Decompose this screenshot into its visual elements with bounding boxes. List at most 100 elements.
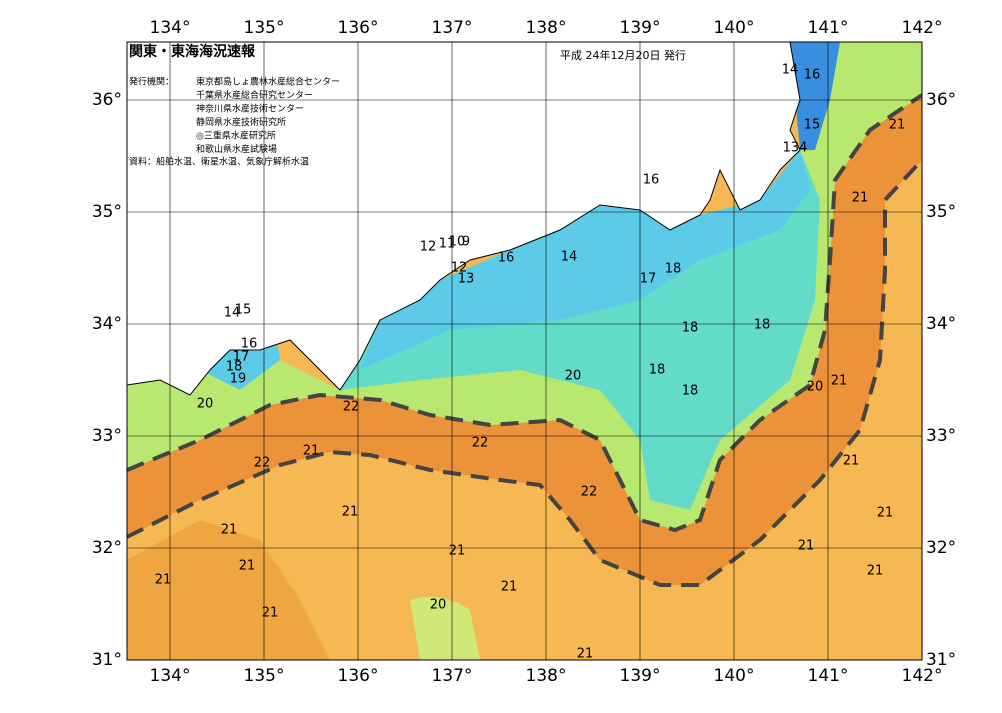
lon-label-top: 137° <box>432 18 473 38</box>
contour-label: 11 <box>439 237 456 252</box>
lon-label-top: 141° <box>808 18 849 38</box>
contour-label: 21 <box>798 539 815 554</box>
contour-label: 20 <box>565 369 582 384</box>
tick-labels: 134° 134° 135° 135° 136° 136° 137° 137° 138° 138°… <box>92 18 956 686</box>
kuroshio-band <box>127 95 922 585</box>
contour-label: 21 <box>449 544 466 559</box>
contour-label: 21 <box>867 564 884 579</box>
kuroshio-north-edge <box>127 93 922 533</box>
lon-label-bottom: 137° <box>432 666 473 686</box>
contour-label: 12 <box>451 261 468 276</box>
issue-date: 平成 24年12月20日 発行 <box>560 48 686 62</box>
contour-label: 18 <box>682 321 699 336</box>
lat-label-left: 33° <box>92 426 122 446</box>
lon-label-top: 142° <box>902 18 943 38</box>
issuer-list: 東京都島しょ農林水産総合センター千葉県水産総合研究センター神奈川県水産技術センタ… <box>196 76 340 156</box>
contour-label: 21 <box>262 606 279 621</box>
land <box>127 42 801 396</box>
lon-label-bottom: 138° <box>526 666 567 686</box>
lat-label-right: 33° <box>926 426 956 446</box>
contour-label: 21 <box>239 559 256 574</box>
contour-label: 14 <box>782 63 799 78</box>
contour-label: 22 <box>254 456 271 471</box>
contour-label: 12 <box>420 240 437 255</box>
contour-label: 21 <box>303 444 320 459</box>
sea-zone <box>360 150 810 370</box>
graticule <box>127 42 922 660</box>
contour-label: 18 <box>665 262 682 277</box>
issuer: 東京都島しょ農林水産総合センター <box>196 76 340 88</box>
contour-label: 21 <box>155 573 172 588</box>
lon-label-bottom: 134° <box>150 666 191 686</box>
sea-zone <box>127 520 330 660</box>
sea-zone <box>790 42 840 150</box>
contour-label: 21 <box>831 374 848 389</box>
contour-label: 16 <box>241 337 258 352</box>
lat-label-right: 32° <box>926 538 956 558</box>
contour-label: 20 <box>197 397 214 412</box>
contour-label: 22 <box>343 400 360 415</box>
contour-label: 21 <box>889 118 906 133</box>
contour-label: 16 <box>643 173 660 188</box>
lon-label-top: 135° <box>244 18 285 38</box>
lon-label-bottom: 142° <box>902 666 943 686</box>
issuer: 和歌山県水産試験場 <box>196 143 277 155</box>
contour-label: 21 <box>843 454 860 469</box>
contour-label: 16 <box>498 251 515 266</box>
contour-label: 20 <box>807 380 824 395</box>
kuroshio-south-edge <box>127 158 922 587</box>
issuer: 静岡県水産技術研究所 <box>196 116 286 128</box>
contour-label: 17 <box>233 350 250 365</box>
contour-label: 15 <box>235 303 252 318</box>
contour-label: 21 <box>501 580 518 595</box>
contour-label: 21 <box>577 647 594 662</box>
lat-label-right: 36° <box>926 90 956 110</box>
lon-label-top: 139° <box>620 18 661 38</box>
issuer: 千葉県水産総合研究センター <box>196 89 313 101</box>
contour-label: 21 <box>877 506 894 521</box>
lat-label-left: 34° <box>92 314 122 334</box>
contour-label: 14 <box>561 250 578 265</box>
contour-label: 14 <box>224 306 241 321</box>
contour-label: 10 <box>449 235 466 250</box>
lat-label-left: 35° <box>92 202 122 222</box>
issuer-heading: 発行機関： <box>129 76 174 88</box>
issuer: 神奈川県水産技術センター <box>196 103 304 115</box>
sea-zone <box>410 596 480 660</box>
contour-label: 16 <box>804 68 821 83</box>
lon-label-bottom: 136° <box>338 666 379 686</box>
lat-label-left: 36° <box>92 90 122 110</box>
source: 資料：船舶水温、衛星水温、気象庁解析水温 <box>129 156 309 168</box>
contour-label: 9 <box>462 235 470 250</box>
contour-label: 134 <box>783 141 808 156</box>
contour-label: 18 <box>226 360 243 375</box>
map-frame <box>126 41 923 661</box>
lat-label-left: 31° <box>92 650 122 670</box>
title: 関東・東海海況速報 <box>129 43 256 60</box>
contour-label: 22 <box>472 436 489 451</box>
lon-label-top: 138° <box>526 18 567 38</box>
contour-label: 20 <box>430 598 447 613</box>
contour-label: 15 <box>804 118 821 133</box>
lon-label-bottom: 139° <box>620 666 661 686</box>
lon-label-bottom: 140° <box>714 666 755 686</box>
lon-label-bottom: 135° <box>244 666 285 686</box>
issuer: ◎三重県水産研究所 <box>196 130 276 142</box>
contour-label: 13 <box>458 272 475 287</box>
lon-label-top: 140° <box>714 18 755 38</box>
lat-label-left: 32° <box>92 538 122 558</box>
contour-label: 21 <box>221 523 238 538</box>
contour-label: 17 <box>640 272 657 287</box>
contour-label: 19 <box>230 372 247 387</box>
contour-label: 18 <box>754 318 771 333</box>
lon-label-top: 136° <box>338 18 379 38</box>
contour-label: 22 <box>581 485 598 500</box>
contour-label: 21 <box>342 505 359 520</box>
contour-label: 18 <box>682 384 699 399</box>
lat-label-right: 35° <box>926 202 956 222</box>
lat-label-right: 34° <box>926 314 956 334</box>
lon-label-bottom: 141° <box>808 666 849 686</box>
